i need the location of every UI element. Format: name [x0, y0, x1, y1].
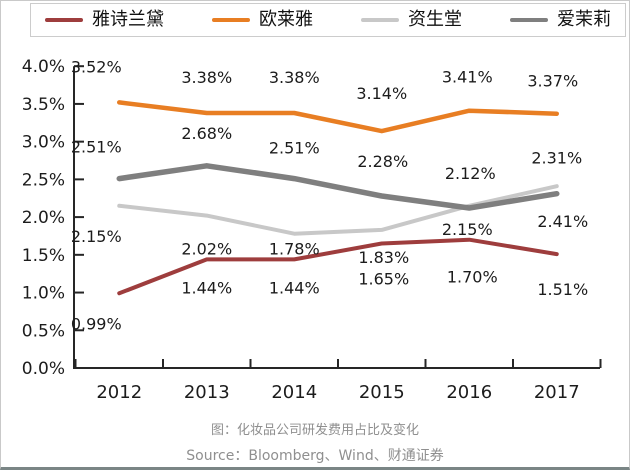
y-axis-tick-label: 1.0% — [22, 284, 65, 304]
data-label-estee-lauder-2017: 1.51% — [537, 280, 588, 299]
chart-legend: 雅诗兰黛 欧莱雅 资生堂 爱茉莉 — [30, 3, 626, 37]
x-axis-tick-label: 2014 — [271, 382, 317, 403]
chart-source: Source：Bloomberg、Wind、财通证券 — [186, 448, 444, 464]
y-axis-tick-label: 2.5% — [22, 170, 65, 190]
y-axis-tick-label: 0.0% — [22, 359, 65, 379]
y-axis-tick-label: 3.5% — [22, 95, 65, 115]
legend-item-amorepacific: 爱茉莉 — [510, 11, 611, 29]
data-label-amorepacific-2016: 2.12% — [445, 164, 496, 183]
data-label-amorepacific-2017: 2.31% — [531, 149, 582, 168]
data-label-shiseido-2015: 1.83% — [358, 248, 409, 267]
data-label-estee-lauder-2016: 1.70% — [447, 268, 498, 287]
data-label-amorepacific-2015: 2.28% — [357, 152, 408, 171]
data-label-estee-lauder-2014: 1.44% — [269, 278, 320, 297]
data-label-shiseido-2016: 2.15% — [442, 220, 493, 239]
legend-line-swatch-shiseido — [361, 18, 399, 22]
legend-line-swatch-estee-lauder — [45, 18, 83, 22]
data-label-shiseido-2012: 2.15% — [71, 227, 122, 246]
x-axis-tick-label: 2015 — [359, 382, 405, 403]
x-axis-tick-label: 2012 — [96, 382, 142, 403]
data-label-amorepacific-2014: 2.51% — [269, 139, 320, 158]
legend-line-swatch-amorepacific — [510, 18, 548, 22]
data-label-loreal-2016: 3.41% — [442, 68, 493, 87]
data-label-shiseido-2013: 2.02% — [181, 240, 232, 259]
y-axis-tick-label: 2.0% — [22, 208, 65, 228]
x-axis-tick-label: 2017 — [534, 382, 580, 403]
y-axis-tick-label: 1.5% — [22, 246, 65, 266]
y-axis-tick-label: 0.5% — [22, 321, 65, 341]
data-label-loreal-2012: 3.52% — [71, 57, 122, 76]
data-label-amorepacific-2013: 2.68% — [181, 124, 232, 143]
legend-label-estee-lauder: 雅诗兰黛 — [92, 9, 164, 30]
series-line-shiseido — [117, 184, 559, 236]
series-line-estee-lauder — [117, 237, 559, 296]
legend-label-amorepacific: 爱茉莉 — [557, 9, 611, 30]
series-line-amorepacific — [116, 163, 560, 211]
x-axis-tick-label: 2016 — [446, 382, 492, 403]
data-label-loreal-2013: 3.38% — [181, 68, 232, 87]
y-axis-tick-label: 4.0% — [22, 57, 65, 77]
series-line-loreal — [117, 100, 559, 134]
data-label-estee-lauder-2012: 0.99% — [71, 314, 122, 333]
legend-line-swatch-loreal — [212, 18, 250, 22]
legend-item-estee-lauder: 雅诗兰黛 — [45, 11, 164, 29]
legend-item-loreal: 欧莱雅 — [212, 11, 313, 29]
line-chart-plot: 0.0% 0.5% 1.0% 1.5% 2.0% 2.5% 3.0% 3.5% 4.0% 2012… — [22, 57, 602, 403]
data-label-loreal-2015: 3.14% — [356, 84, 407, 103]
y-axis-tick-label: 3.0% — [22, 133, 65, 153]
data-label-amorepacific-2012: 2.51% — [71, 138, 122, 157]
chart-caption: 图：化妆品公司研发费用占比及变化 — [210, 423, 419, 438]
x-axis-tick-label: 2013 — [184, 382, 230, 403]
legend-label-shiseido: 资生堂 — [408, 9, 462, 30]
legend-item-shiseido: 资生堂 — [361, 11, 462, 29]
data-label-shiseido-2017: 2.41% — [537, 212, 588, 231]
data-label-estee-lauder-2015: 1.65% — [358, 270, 409, 289]
data-label-loreal-2014: 3.38% — [269, 68, 320, 87]
legend-label-loreal: 欧莱雅 — [259, 9, 313, 30]
data-label-shiseido-2014: 1.78% — [269, 240, 320, 259]
data-label-estee-lauder-2013: 1.44% — [181, 278, 232, 297]
data-label-loreal-2017: 3.37% — [527, 72, 578, 91]
